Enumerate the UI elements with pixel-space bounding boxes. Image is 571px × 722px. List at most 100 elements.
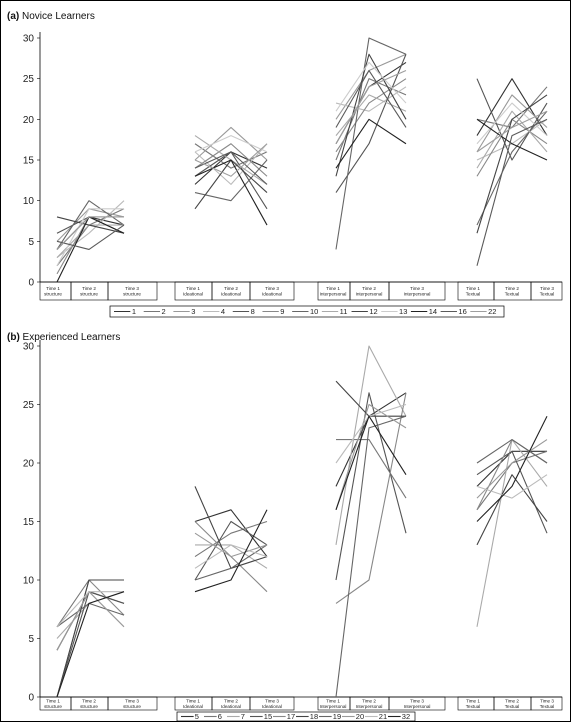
category-label: Time 1 Interpersonal <box>320 286 347 297</box>
series-line-22-Textual <box>476 110 548 153</box>
series-line-18-Textual <box>476 474 548 546</box>
category-label: Time 2 structure <box>80 286 98 297</box>
series-line-22-structure <box>56 216 124 250</box>
legend-label: 11 <box>340 307 348 316</box>
category-label: Time 3 Ideational <box>262 699 282 710</box>
legend-label: 10 <box>310 307 318 316</box>
series-line-9-Ideational <box>194 143 268 177</box>
legend-label: 7 <box>241 712 245 721</box>
series-line-15-Interpersonal <box>335 392 407 581</box>
legend-label: 20 <box>356 712 364 721</box>
series-20 <box>56 403 548 651</box>
y-tick-label: 15 <box>23 156 35 167</box>
series-line-4-structure <box>56 200 125 259</box>
category-label: Time 3 structure <box>123 286 141 297</box>
category-label: Time 1 Textual <box>466 699 481 710</box>
category-label: Time 1 Interpersonal <box>320 699 347 710</box>
category-label: Time 1 Ideational <box>183 286 203 297</box>
series-line-20-Interpersonal <box>335 403 407 510</box>
series-line-21-Ideational <box>194 544 268 569</box>
y-tick-label: 5 <box>28 237 34 248</box>
legend-label: 19 <box>333 712 341 721</box>
series-line-21-Textual <box>476 474 548 499</box>
category-label: Time 3 Interpersonal <box>404 286 431 297</box>
legend-label: 5 <box>195 712 199 721</box>
legend-label: 14 <box>429 307 437 316</box>
category-cell <box>530 696 563 711</box>
panel-label: (a) <box>7 11 22 22</box>
y-tick-label: 20 <box>23 459 35 470</box>
series-32 <box>56 415 548 698</box>
legend-label: 12 <box>369 307 377 316</box>
series-line-16-Ideational <box>194 151 268 185</box>
series-line-14-Textual <box>476 118 548 161</box>
y-tick-label: 10 <box>23 196 35 207</box>
series-line-21-structure <box>56 591 124 628</box>
panel-novice: (a) Novice Learners 0 5 10 15 20 25 30 Time 1 str… <box>7 11 563 318</box>
y-tick-label: 0 <box>28 278 34 289</box>
legend-label: 15 <box>264 712 272 721</box>
series-line-12-Interpersonal <box>335 53 407 177</box>
y-tick-label: 30 <box>23 342 35 353</box>
series-line-14-Interpersonal <box>335 118 407 169</box>
series-line-4-Interpersonal <box>335 86 407 112</box>
category-cell <box>388 696 446 711</box>
series-line-8-Textual <box>476 78 548 161</box>
category-label: Time 1 structure <box>44 699 62 710</box>
series-13 <box>56 61 548 267</box>
series-line-11-Textual <box>476 110 548 169</box>
category-cell <box>530 281 563 301</box>
series-line-12-structure <box>56 216 125 234</box>
legend-label: 2 <box>162 307 166 316</box>
series-line-13-Interpersonal <box>335 61 407 112</box>
category-cell <box>107 696 158 711</box>
category-label: Time 1 Ideational <box>183 699 203 710</box>
series-line-20-Textual <box>476 439 548 499</box>
panel-title-text: Experienced Learners <box>23 332 121 343</box>
legend-label: 18 <box>310 712 318 721</box>
legend-label: 8 <box>251 307 255 316</box>
category-label: Time 2 Textual <box>505 699 520 710</box>
y-tick-label: 5 <box>28 634 34 645</box>
y-tick-label: 10 <box>23 576 35 587</box>
category-label: Time 2 Ideational <box>221 699 241 710</box>
legend-label: 6 <box>218 712 222 721</box>
series-line-10-Interpersonal <box>335 37 407 250</box>
panel-experienced: (b) Experienced Learners 0 5 10 15 20 25 30 Time… <box>7 332 563 722</box>
series-line-32-structure <box>56 591 125 698</box>
category-label: Time 3 Textual <box>540 699 555 710</box>
category-label: Time 1 Textual <box>466 286 481 297</box>
category-label: Time 3 structure <box>123 699 141 710</box>
category-label: Time 2 Interpersonal <box>356 699 383 710</box>
legend-label: 3 <box>191 307 195 316</box>
category-label: Time 2 Interpersonal <box>356 286 383 297</box>
series-line-16-structure <box>56 224 125 251</box>
series-line-22-Ideational <box>194 143 268 177</box>
series-22 <box>56 70 548 250</box>
series-line-32-Interpersonal <box>335 415 407 510</box>
category-cell <box>249 281 295 301</box>
category-label: Time 2 Textual <box>505 286 520 297</box>
series-line-16-Interpersonal <box>335 69 407 128</box>
series-line-11-Interpersonal <box>335 94 407 136</box>
legend-label: 16 <box>458 307 466 316</box>
legend-label: 17 <box>287 712 295 721</box>
series-line-5-Ideational <box>194 509 268 557</box>
legend-label: 9 <box>280 307 284 316</box>
category-label: Time 2 structure <box>80 699 98 710</box>
category-label: Time 3 Textual <box>540 286 555 297</box>
series-line-3-Ideational <box>194 126 268 161</box>
panel-label: (b) <box>7 332 23 343</box>
category-cell <box>388 281 446 301</box>
panel-title: (a) Novice Learners <box>7 11 95 22</box>
series-line-22-Interpersonal <box>335 70 407 145</box>
legend-label: 21 <box>379 712 387 721</box>
category-label: Time 3 Interpersonal <box>404 699 431 710</box>
series-16 <box>56 69 548 266</box>
y-tick-label: 30 <box>23 34 35 45</box>
y-tick-label: 0 <box>28 693 34 704</box>
legend-label: 32 <box>402 712 410 721</box>
y-tick-label: 25 <box>23 400 35 411</box>
panel-title-text: Novice Learners <box>22 11 95 22</box>
series-line-16-Textual <box>476 118 548 266</box>
